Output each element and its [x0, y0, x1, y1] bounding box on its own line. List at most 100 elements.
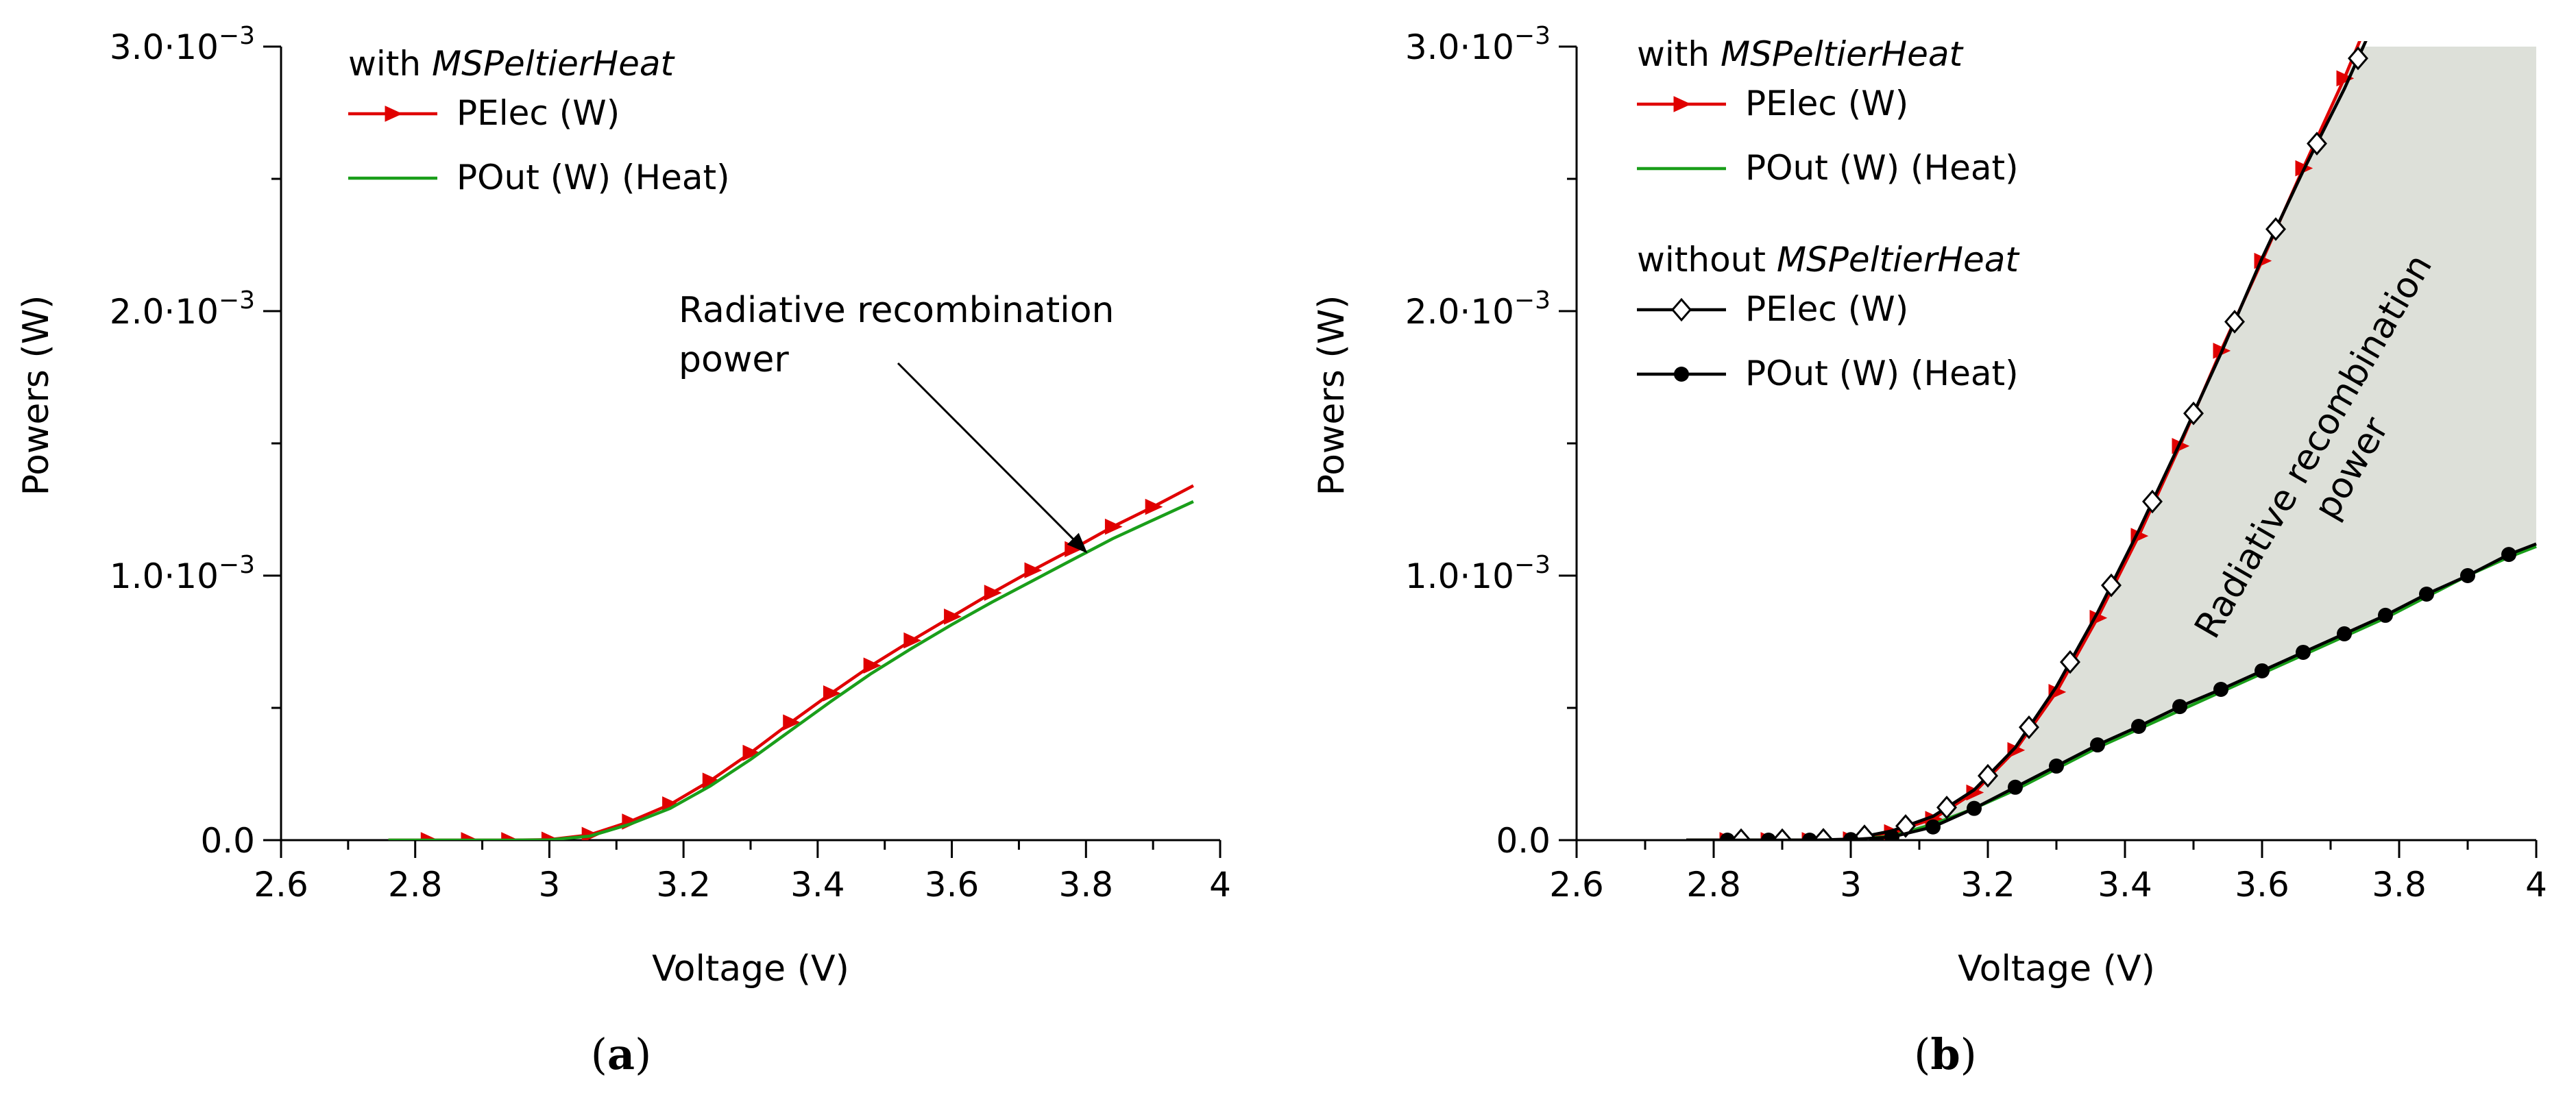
series-line [1686, 41, 2368, 840]
series-marker [2224, 310, 2245, 334]
x-tick-label: 2.6 [1549, 865, 1604, 905]
x-tick-label: 2.8 [388, 865, 443, 905]
x-tick-label: 3 [539, 865, 561, 905]
series-marker [1024, 562, 1043, 579]
x-tick-label: 3.8 [2372, 865, 2427, 905]
series-marker [1761, 833, 1776, 840]
legend-title-italic: MSPeltierHeat [1777, 240, 2020, 280]
x-tick-label: 3.6 [925, 865, 980, 905]
series-marker [2049, 758, 2064, 774]
y-tick-label: 3.0·10−3 [110, 22, 255, 67]
series-marker [2131, 719, 2146, 735]
x-axis-label: Voltage (V) [652, 948, 849, 990]
series-marker [2501, 547, 2516, 563]
series-marker [2336, 70, 2355, 87]
y-axis-label: Powers (W) [1311, 295, 1352, 496]
series-marker [461, 832, 479, 840]
legend-title: with MSPeltierHeat [1637, 34, 1964, 74]
x-tick-label: 3 [1840, 865, 1862, 905]
series-marker [2101, 573, 2122, 598]
series-marker [2296, 644, 2311, 660]
y-tick-label: 2.0·10−3 [1405, 286, 1551, 332]
panel-label-paren: ( [1914, 1029, 1930, 1079]
legend-title-prefix: without [1637, 240, 1777, 280]
series-marker [1802, 833, 1817, 840]
series-marker [1967, 800, 1982, 816]
y-tick-label: 0.0 [200, 821, 255, 861]
x-tick-label: 2.6 [254, 865, 308, 905]
x-tick-label: 4 [1209, 865, 1231, 905]
legend-title-prefix: with [1637, 34, 1721, 74]
x-tick-label: 3.4 [2098, 865, 2152, 905]
y-tick-exponent: −3 [1514, 551, 1551, 579]
series-marker [783, 714, 801, 731]
x-tick-label: 3.6 [2235, 865, 2289, 905]
y-tick-exponent: −3 [219, 551, 255, 579]
series-marker [2090, 737, 2105, 753]
legend-entry-label: POut (W) (Heat) [1745, 148, 2019, 188]
series-marker [2183, 401, 2204, 426]
legend-swatch-marker [1671, 297, 1692, 322]
y-tick-exponent: −3 [219, 286, 255, 315]
legend-title: with MSPeltierHeat [348, 44, 675, 84]
series-marker [2348, 46, 2368, 71]
plot-area [388, 484, 1194, 840]
series-marker [2337, 626, 2352, 641]
annotation-text: power [679, 339, 789, 380]
y-tick-exponent: −3 [1514, 22, 1551, 50]
y-tick-exponent: −3 [219, 22, 255, 50]
series-marker [863, 657, 882, 674]
series-line [388, 500, 1194, 840]
x-tick-label: 4 [2525, 865, 2547, 905]
y-tick-label: 1.0·10−3 [110, 551, 255, 596]
series-marker [2213, 681, 2228, 697]
legend-title-italic: MSPeltierHeat [432, 44, 675, 84]
y-tick-label: 1.0·10−3 [1405, 551, 1551, 596]
x-tick-label: 2.8 [1686, 865, 1741, 905]
y-tick-label: 2.0·10−3 [110, 286, 255, 332]
legend-title-italic: MSPeltierHeat [1721, 34, 1964, 74]
series-marker [1925, 819, 1941, 835]
series-marker [823, 685, 841, 702]
panel-label-letter: b [1930, 1029, 1960, 1079]
y-axis-label: Powers (W) [16, 295, 57, 496]
series-marker [1884, 829, 1899, 840]
series-marker [2060, 650, 2080, 674]
series-marker [2460, 568, 2475, 583]
panel-label: (b) [1914, 1029, 1977, 1079]
series-marker [501, 832, 519, 840]
series-marker [742, 744, 761, 761]
series-marker [2008, 779, 2023, 795]
series-marker [1104, 518, 1123, 535]
legend-swatch-marker [1674, 367, 1689, 382]
series-marker [2307, 132, 2327, 156]
annotation-text: Radiative recombination [679, 290, 1114, 331]
panel-label-letter: a [607, 1029, 635, 1079]
series-marker [2265, 217, 2286, 241]
legend-entry-label: POut (W) (Heat) [1745, 354, 2019, 393]
series-marker [2142, 489, 2163, 514]
x-axis-label: Voltage (V) [1958, 948, 2155, 990]
legend-entry-label: POut (W) (Heat) [457, 158, 730, 197]
series-marker [2378, 607, 2393, 623]
y-tick-exponent: −3 [1514, 286, 1551, 315]
panel-b: 2.6 2.8 3 3.2 3.4 3.6 3.8 4 0.0 1.0·10−3 2.0·10−3 3… [1311, 22, 2547, 1079]
series-marker [1731, 828, 1751, 840]
x-tick-label: 3.2 [1960, 865, 2015, 905]
series-marker [420, 832, 439, 840]
series-marker [2019, 715, 2039, 739]
panel-label: (a) [591, 1029, 652, 1079]
series-marker [1854, 824, 1875, 840]
series-marker [944, 609, 962, 625]
series-marker [1843, 832, 1858, 840]
panel-a: 2.6 2.8 3 3.2 3.4 3.6 3.8 4 0.0 1.0·10−3 2.0·10−3 3… [16, 22, 1231, 1079]
series-marker [1772, 828, 1793, 840]
series-marker [2172, 699, 2187, 715]
legend-entry-label: PElec (W) [1745, 84, 1908, 123]
panel-label-paren: ( [591, 1029, 607, 1079]
panel-label-paren: ) [1960, 1029, 1977, 1079]
x-tick-label: 3.4 [790, 865, 845, 905]
legend-title-prefix: with [348, 44, 432, 84]
x-tick-label: 3.8 [1059, 865, 1114, 905]
